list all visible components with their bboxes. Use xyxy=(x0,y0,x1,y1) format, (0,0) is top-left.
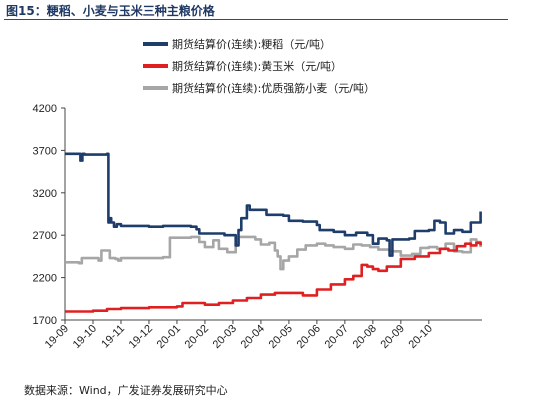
chart-title: 图15：粳稻、小麦与玉米三种主粮价格 xyxy=(6,4,215,18)
y-tick-label-5: 4200 xyxy=(33,103,57,115)
source-note: 数据来源：Wind，广发证券发展研究中心 xyxy=(24,384,228,397)
series-line-0 xyxy=(65,152,482,257)
x-tick-label-1: 19-10 xyxy=(71,323,99,351)
x-tick-label-9: 20-06 xyxy=(295,323,323,351)
series-line-1 xyxy=(65,241,482,313)
series-line-2 xyxy=(65,235,482,271)
x-tick-label-12: 20-09 xyxy=(379,323,407,351)
x-tick-label-5: 20-02 xyxy=(183,323,211,351)
x-tick-label-2: 19-11 xyxy=(99,323,127,351)
x-tick-label-10: 20-07 xyxy=(323,323,351,351)
y-tick-label-1: 2200 xyxy=(33,273,57,285)
x-tick-label-7: 20-04 xyxy=(239,323,267,351)
y-tick-label-3: 3200 xyxy=(33,188,57,200)
title-underline xyxy=(4,19,508,20)
x-tick-label-11: 20-08 xyxy=(351,323,379,351)
x-tick-label-6: 20-03 xyxy=(211,323,239,351)
legend-label-1: 期货结算价(连续):黄玉米（元/吨） xyxy=(172,59,342,73)
x-tick-label-3: 19-12 xyxy=(127,323,155,351)
y-tick-label-0: 1700 xyxy=(33,315,57,327)
x-tick-label-4: 20-01 xyxy=(155,323,183,351)
y-tick-label-2: 2700 xyxy=(33,230,57,242)
legend-label-0: 期货结算价(连续):粳稻（元/吨） xyxy=(172,37,331,51)
legend-label-2: 期货结算价(连续):优质强筋小麦（元/吨） xyxy=(172,81,375,95)
x-tick-label-13: 20-10 xyxy=(407,323,435,351)
y-tick-label-4: 3700 xyxy=(33,145,57,157)
x-tick-label-8: 20-05 xyxy=(267,323,295,351)
